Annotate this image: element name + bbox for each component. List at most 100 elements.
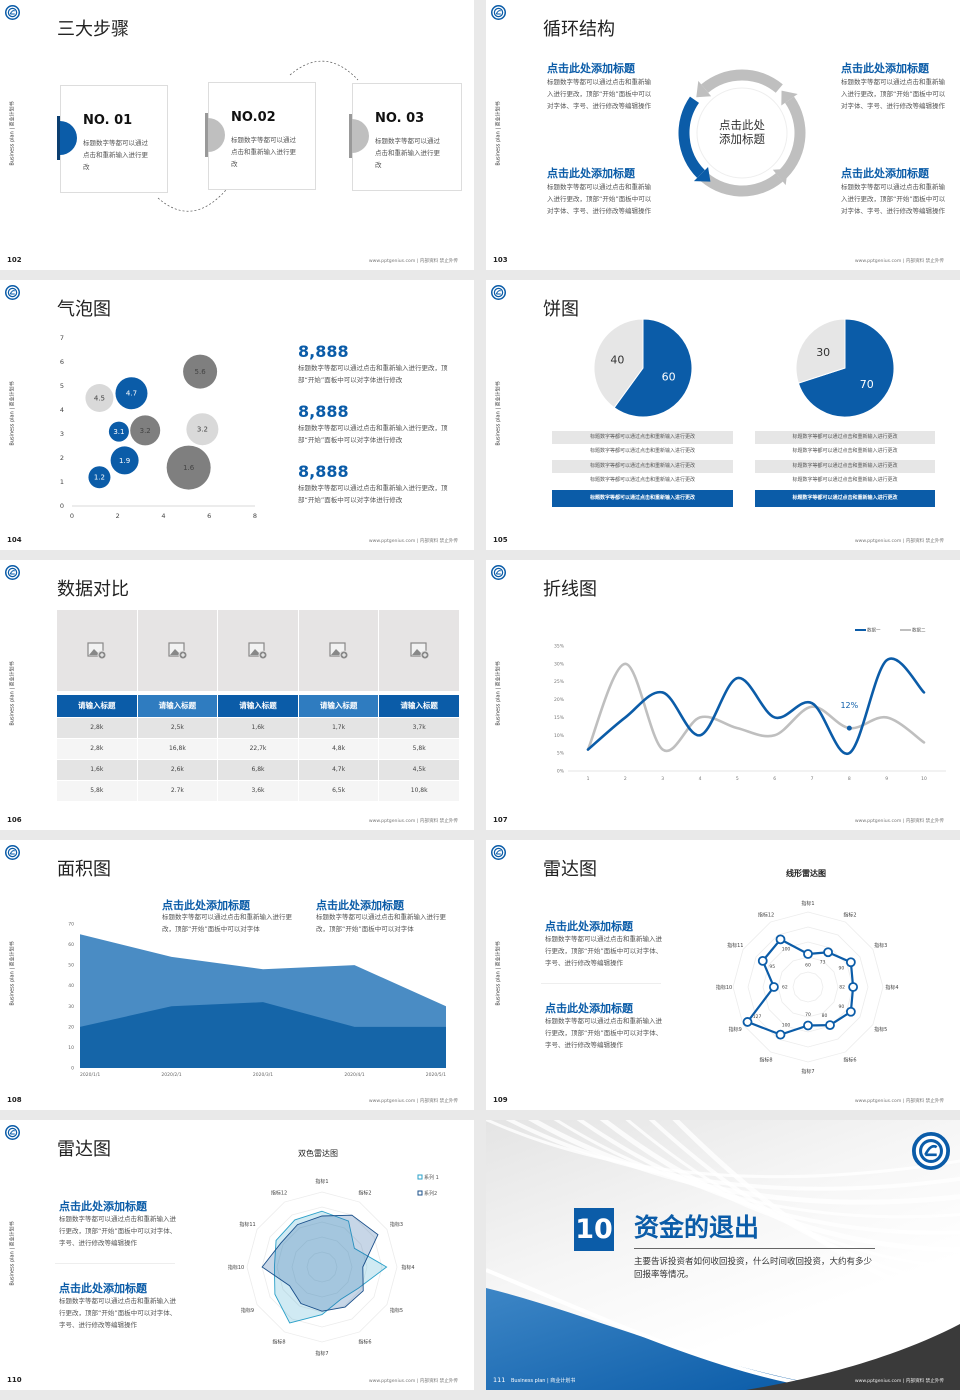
logo-ring [5, 5, 20, 20]
block-text: 标题数字等都可以通过点击和重新输入进行更改，顶部“开始”面板中可以对字体 [316, 913, 446, 933]
image-placeholder[interactable] [218, 610, 298, 691]
y-tick-label: 25% [554, 679, 565, 685]
radar-value-label: 95 [769, 964, 775, 970]
block-heading: 点击此处添加标题 [547, 167, 635, 180]
table-cell: 3,7k [379, 718, 459, 738]
logo-mark [495, 850, 502, 855]
radar-grid-ring [291, 1236, 353, 1298]
logo-ring [491, 565, 506, 580]
block-heading: 点击此处添加标题 [162, 899, 250, 912]
logo-icon [5, 5, 20, 20]
bubble-label: 1.2 [94, 474, 105, 482]
radar-value-label: 127 [753, 1014, 762, 1020]
x-tick-label: 3 [661, 776, 664, 782]
section-title: 资金的退出 [634, 1213, 760, 1242]
image-placeholder[interactable] [137, 610, 218, 691]
x-tick-label: 8 [253, 512, 257, 520]
table-header-cell: 请输入标题 [298, 695, 379, 717]
x-tick-label: 10 [921, 776, 927, 782]
table-cell: 1,6k [218, 718, 298, 738]
logo-inner [7, 847, 18, 858]
radar-axis-label: 指标4 [885, 984, 898, 991]
image-placeholder-icon [168, 642, 188, 660]
page-number: 103 [493, 256, 508, 264]
image-placeholder[interactable] [298, 610, 379, 691]
decorative-curve [486, 1120, 960, 1179]
annotation-label: 12% [840, 701, 858, 710]
table-header-cell: 请输入标题 [379, 695, 459, 717]
logo-mark [924, 1144, 938, 1157]
table-header-cell: 请输入标题 [218, 695, 298, 717]
radar-axis-label: 指标3 [874, 942, 887, 949]
step-marker [352, 119, 369, 153]
pie-slice [613, 318, 693, 418]
logo-mark [9, 10, 16, 15]
dashed-arrow [157, 189, 227, 212]
bubble [166, 445, 211, 490]
block-text: 标题数字等都可以通过点击和重新输入进行更改，顶部“开始”面板中可以对字体、字号、… [841, 78, 946, 110]
white-swoosh [486, 1268, 817, 1388]
decorative-curve [672, 1120, 960, 1306]
y-tick-label: 2 [60, 454, 64, 462]
table-cell: 5,8k [57, 781, 137, 801]
step-text: 标题数字等都可以通过点击和重新输入进行更改 [83, 139, 148, 171]
logo-ring [5, 285, 20, 300]
cycle-arrow-head [772, 168, 788, 186]
slide-title: 雷达图 [543, 859, 597, 880]
legend-label: 系列2 [424, 1190, 437, 1197]
divider [55, 1263, 175, 1264]
footer-text: www.pptgenius.com | 内部资料 禁止外传 [854, 539, 944, 544]
image-placeholder[interactable] [379, 610, 459, 691]
radar-axis-label: 指标1 [315, 1178, 328, 1185]
dashed-arrow [289, 60, 359, 81]
bubble [183, 354, 218, 389]
radar-axis-label: 指标1 [801, 900, 814, 907]
stat-value: 8,888 [298, 402, 349, 421]
cycle-arrow-head [696, 80, 712, 98]
logo-icon [5, 565, 20, 580]
logo-icon [5, 845, 20, 860]
table-cell: 2,6k [137, 760, 218, 780]
table-cell: 2,5k [137, 718, 218, 738]
connector-arrows [157, 60, 359, 212]
logo-mark [495, 10, 502, 15]
logo-inner [493, 7, 504, 18]
cycle-arrow-head [693, 166, 711, 182]
footer-text: www.pptgenius.com | 内部资料 禁止外传 [854, 1379, 944, 1384]
y-tick-label: 7 [60, 334, 64, 342]
radar-axis-label: 指标2 [358, 1190, 371, 1197]
pie-label: 70 [860, 378, 874, 391]
radar-value-label: 82 [839, 985, 845, 991]
x-tick-label: 8 [848, 776, 851, 782]
y-tick-label: 4 [60, 406, 64, 414]
logo-inner [7, 567, 18, 578]
y-tick-label: 70 [68, 922, 74, 928]
bubble [88, 466, 111, 489]
table-cell: 6,5k [298, 781, 379, 801]
cover-background [486, 1120, 960, 1390]
list-row: 标题数字等都可以通过点击和重新输入进行更改 [755, 474, 935, 487]
pie-slice [593, 318, 644, 409]
footer-text: www.pptgenius.com | 内部资料 禁止外传 [368, 1379, 458, 1384]
radar-value-label: 100 [782, 1023, 791, 1029]
radar-axis-label: 指标6 [358, 1338, 371, 1345]
decorative-curve [505, 1120, 960, 1191]
logo-ring [5, 1125, 20, 1140]
section-description: 主要告诉投资者如何收回投资，什么时间收回投资，大约有多少回报率等情况。 [634, 1257, 873, 1280]
table-cell: 1,6k [57, 760, 137, 780]
radar-grid-ring [732, 911, 884, 1063]
table-cell: 1,7k [298, 718, 379, 738]
footer-text: www.pptgenius.com | 内部资料 禁止外传 [368, 539, 458, 544]
list-row: 标题数字等都可以通过点击和重新输入进行更改 [552, 460, 733, 473]
radar-axis-label: 指标8 [272, 1338, 285, 1345]
image-placeholder[interactable] [57, 610, 137, 691]
title-underline [634, 1248, 875, 1249]
slide-title: 循环结构 [543, 19, 615, 40]
x-tick-label: 2 [624, 776, 627, 782]
slide-107: 折线图 Business plan | 商业计划书 107 www.pptgenius… [486, 560, 960, 830]
y-tick-label: 30% [554, 661, 565, 667]
radar-point [803, 949, 813, 959]
bubble [85, 384, 114, 412]
radar-series-2 [261, 1214, 379, 1312]
